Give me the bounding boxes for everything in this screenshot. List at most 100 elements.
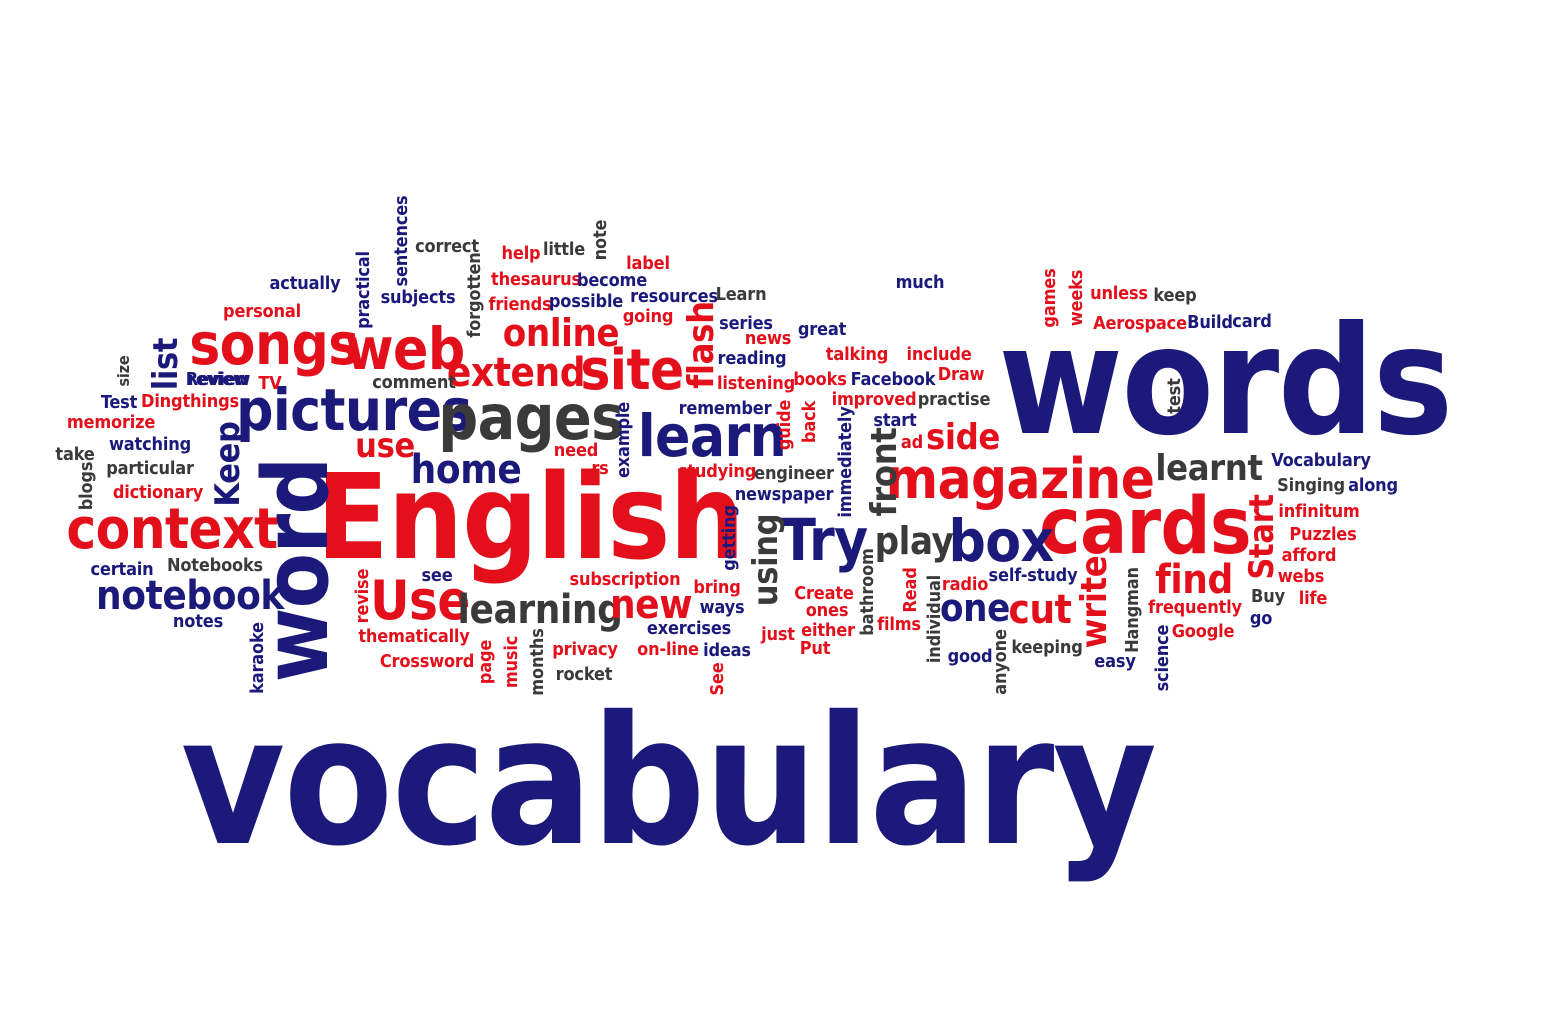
word-practise: practise — [917, 389, 991, 410]
word-science: science — [1152, 624, 1173, 692]
word-words: words — [998, 295, 1453, 469]
word-getting: getting — [719, 505, 740, 571]
word-page: page — [475, 639, 496, 685]
word-english: English — [316, 448, 745, 586]
word-news: news — [744, 328, 792, 349]
word-sentences: sentences — [391, 195, 412, 287]
word-review: Review — [185, 369, 251, 390]
word-vocabulary-cap: Vocabulary — [1271, 450, 1371, 471]
word-cut: cut — [1008, 587, 1072, 633]
word-thesaurus: thesaurus — [491, 269, 581, 290]
word-afford: afford — [1281, 545, 1337, 566]
word-resources: resources — [630, 286, 718, 307]
word-new: new — [609, 582, 693, 628]
word-watching: watching — [109, 434, 191, 455]
word-play: play — [874, 519, 954, 563]
word-listening: listening — [716, 373, 796, 394]
word-dingthings: Dingthings — [141, 391, 239, 412]
word-back: back — [799, 400, 820, 444]
word-test: test — [1164, 378, 1185, 414]
word-ideas: ideas — [703, 640, 751, 661]
word-thematically: thematically — [358, 626, 470, 647]
word-keep: keep — [1153, 285, 1197, 306]
word-test-cap: Test — [100, 392, 138, 413]
word-forgotten: forgotten — [464, 252, 485, 338]
word-practical: practical — [353, 251, 374, 329]
word-memorize: memorize — [66, 412, 156, 433]
word-hangman: Hangman — [1122, 567, 1143, 653]
word-actually: actually — [269, 273, 341, 294]
word-keep-cap: Keep — [208, 421, 248, 507]
word-include: include — [906, 344, 972, 365]
word-help: help — [501, 243, 541, 264]
word-learn-cap: Learn — [715, 284, 767, 305]
word-weeks: weeks — [1066, 269, 1087, 327]
word-keeping: keeping — [1011, 637, 1083, 658]
word-particular: particular — [106, 458, 194, 479]
word-build: Build — [1187, 312, 1233, 333]
word-learning: learning — [457, 587, 623, 633]
word-blogs: blogs — [76, 461, 97, 511]
word-flash: flash — [681, 301, 722, 389]
word-size: size — [114, 355, 133, 387]
word-going: going — [622, 306, 674, 327]
word-little: little — [542, 239, 586, 260]
word-certain: certain — [90, 559, 154, 580]
word-newspaper: newspaper — [734, 484, 834, 505]
word-try: Try — [780, 506, 868, 574]
word-web: web — [345, 315, 465, 383]
word-bring: bring — [693, 577, 741, 598]
word-rocket: rocket — [555, 664, 613, 685]
word-on-line: on-line — [637, 639, 699, 660]
word-google: Google — [1171, 621, 1235, 642]
word-front: front — [864, 427, 905, 517]
word-frequently: frequently — [1148, 597, 1242, 618]
word-good: good — [947, 646, 993, 667]
word-puzzles: Puzzles — [1289, 524, 1357, 545]
word-vocabulary: vocabulary — [180, 678, 1157, 885]
word-pictures: pictures — [236, 376, 472, 444]
word-self-study: self-study — [988, 565, 1078, 586]
word-review: review — [188, 369, 248, 390]
word-notebooks: Notebooks — [166, 555, 264, 576]
word-much: much — [895, 272, 945, 293]
word-unless: unless — [1090, 283, 1148, 304]
word-engineer: engineer — [754, 463, 834, 484]
word-take: take — [55, 444, 95, 465]
word-studying: studying — [677, 461, 757, 482]
word-guide: guide — [774, 399, 795, 451]
word-along: along — [1348, 475, 1398, 496]
word-rs: rs — [591, 458, 609, 479]
word-singing: Singing — [1277, 475, 1345, 496]
word-bathroom: bathroom — [857, 548, 878, 636]
word-subjects: subjects — [380, 287, 456, 308]
word-buy: Buy — [1251, 586, 1285, 607]
word-crossword: Crossword — [379, 651, 475, 672]
word-tv: TV — [258, 373, 282, 394]
word-individual: individual — [924, 574, 945, 664]
word-anyone: anyone — [990, 629, 1011, 695]
word-card: card — [1232, 311, 1272, 332]
word-ad: ad — [900, 432, 924, 453]
word-learnt: learnt — [1155, 448, 1263, 489]
word-notes: notes — [172, 611, 224, 632]
word-use: use — [355, 426, 415, 466]
word-extend: extend — [446, 350, 586, 396]
word-pages: pages — [438, 381, 624, 454]
word-improved: improved — [831, 389, 917, 410]
word-put: Put — [799, 638, 831, 659]
word-talking: talking — [825, 344, 889, 365]
word-note: note — [590, 219, 611, 261]
word-need: need — [553, 440, 599, 461]
word-find: find — [1155, 557, 1233, 603]
word-side: side — [925, 417, 1001, 458]
word-books: books — [793, 369, 847, 390]
word-using: using — [746, 513, 786, 607]
word-months: months — [527, 628, 548, 696]
word-use-cap: Use — [370, 569, 470, 632]
word-ways: ways — [699, 597, 745, 618]
word-correct: correct — [415, 236, 479, 257]
word-either: either — [801, 620, 855, 641]
word-life: life — [1298, 588, 1328, 609]
